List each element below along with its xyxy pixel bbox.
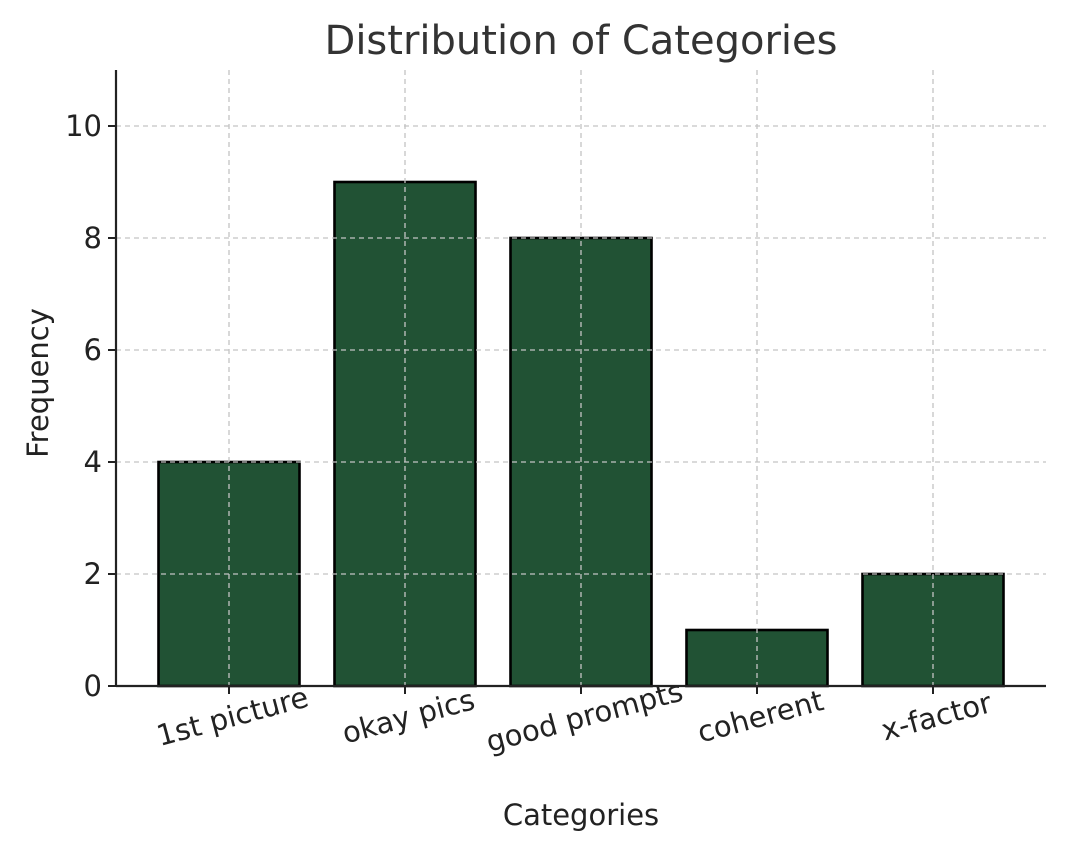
chart-title: Distribution of Categories xyxy=(325,18,838,64)
y-tick-label: 2 xyxy=(84,557,102,591)
y-tick-label: 4 xyxy=(84,445,102,479)
x-axis-label: Categories xyxy=(503,798,659,832)
x-tick-label: coherent xyxy=(694,683,827,749)
grid xyxy=(116,70,1046,686)
y-tick-label: 10 xyxy=(65,109,102,143)
y-tick-label: 8 xyxy=(84,221,102,255)
x-tick-label: x-factor xyxy=(878,685,996,747)
y-tick-label: 0 xyxy=(84,669,102,703)
y-axis-label: Frequency xyxy=(21,308,55,458)
x-tick-label: okay pics xyxy=(338,682,478,750)
x-tick-label: 1st picture xyxy=(153,680,312,753)
y-tick-label: 6 xyxy=(84,333,102,367)
